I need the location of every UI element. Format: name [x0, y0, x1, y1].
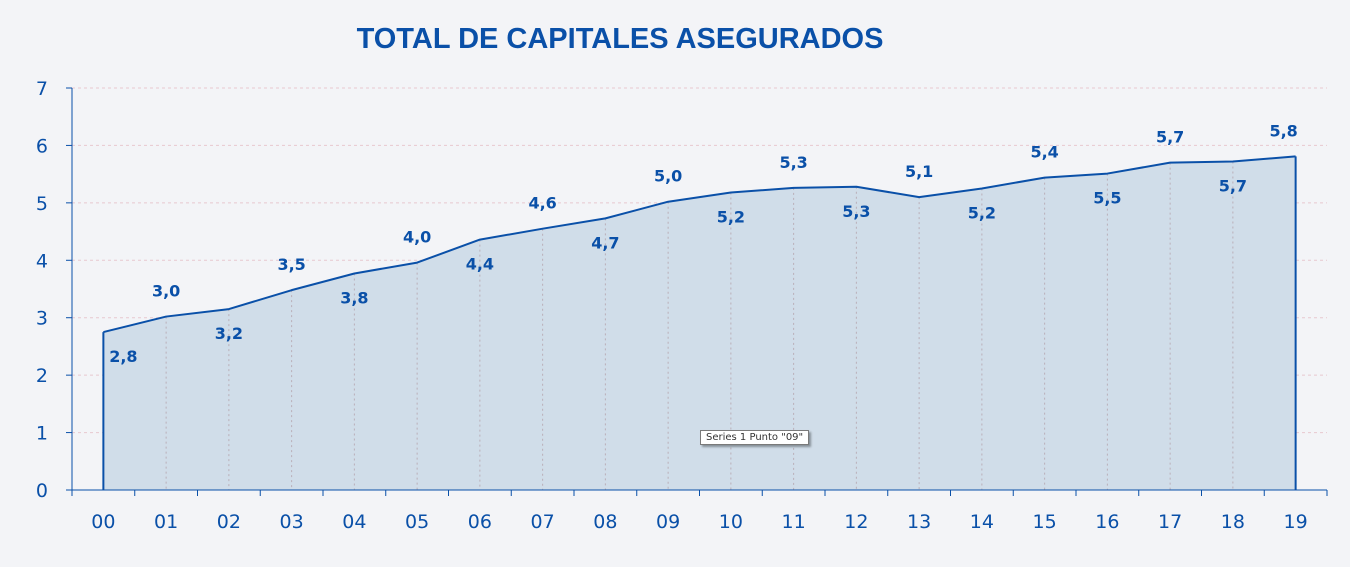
y-tick-label-1: 1: [36, 423, 48, 445]
y-tick-label-4: 4: [36, 250, 48, 272]
data-label-14: 5,2: [968, 204, 996, 223]
data-label-11: 5,3: [779, 153, 807, 172]
hover-tooltip: Series 1 Punto "09": [700, 430, 810, 445]
x-tick-label-03: 03: [280, 511, 304, 533]
data-label-01: 3,0: [152, 282, 180, 301]
x-tick-label-15: 15: [1033, 511, 1057, 533]
data-label-09: 5,0: [654, 167, 682, 186]
data-label-10: 5,2: [717, 208, 745, 227]
x-tick-label-05: 05: [405, 511, 429, 533]
x-tick-label-12: 12: [844, 511, 868, 533]
x-tick-label-11: 11: [782, 511, 806, 533]
x-tick-label-09: 09: [656, 511, 680, 533]
y-tick-label-7: 7: [36, 78, 48, 100]
x-tick-label-00: 00: [91, 511, 115, 533]
data-label-12: 5,3: [842, 202, 870, 221]
x-tick-label-07: 07: [531, 511, 555, 533]
x-tick-label-10: 10: [719, 511, 743, 533]
y-tick-label-3: 3: [36, 308, 48, 330]
x-tick-label-04: 04: [342, 511, 366, 533]
data-label-15: 5,4: [1030, 143, 1058, 162]
data-label-05: 4,0: [403, 228, 431, 247]
x-tick-label-13: 13: [907, 511, 931, 533]
chart-title: TOTAL DE CAPITALES ASEGURADOS: [357, 23, 884, 55]
x-tick-label-01: 01: [154, 511, 178, 533]
x-tick-label-06: 06: [468, 511, 492, 533]
area-layer: [102, 155, 1297, 490]
x-tick-label-18: 18: [1221, 511, 1245, 533]
x-tick-label-14: 14: [970, 511, 994, 533]
data-label-03: 3,5: [277, 255, 305, 274]
x-tick-label-02: 02: [217, 511, 241, 533]
data-label-17: 5,7: [1156, 128, 1184, 147]
data-label-19: 5,8: [1269, 121, 1297, 140]
y-tick-label-0: 0: [36, 480, 48, 502]
data-label-06: 4,4: [466, 255, 494, 274]
y-tick-label-6: 6: [36, 135, 48, 157]
y-tick-label-2: 2: [36, 365, 48, 387]
series-line: [103, 155, 1296, 334]
data-label-04: 3,8: [340, 288, 368, 307]
data-label-00: 2,8: [109, 347, 137, 366]
data-label-08: 4,7: [591, 233, 619, 252]
y-tick-label-5: 5: [36, 193, 48, 215]
data-label-18: 5,7: [1219, 177, 1247, 196]
data-label-16: 5,5: [1093, 189, 1121, 208]
label-layer: 2,8 3,0 3,2 3,5 3,8 4,0 4,4 4,6 4,7 5,0 5,2 5,3 5,3 5…: [109, 121, 1298, 366]
x-tick-label-16: 16: [1095, 511, 1119, 533]
x-tick-label-19: 19: [1284, 511, 1308, 533]
data-label-13: 5,1: [905, 162, 933, 181]
x-tick-label-17: 17: [1158, 511, 1182, 533]
data-label-07: 4,6: [528, 194, 556, 213]
data-label-02: 3,2: [215, 324, 243, 343]
x-tick-label-08: 08: [593, 511, 617, 533]
area-fill: [103, 156, 1296, 490]
